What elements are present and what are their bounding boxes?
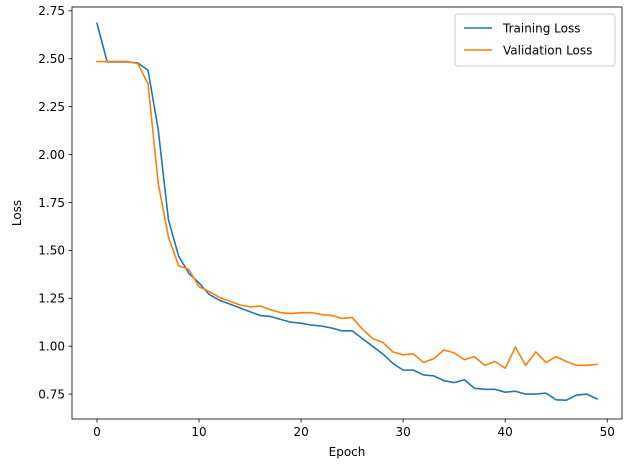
y-tick-label: 1.25 bbox=[38, 292, 65, 306]
x-axis-label: Epoch bbox=[329, 445, 366, 459]
y-axis-label: Loss bbox=[10, 200, 24, 226]
y-tick-label: 0.75 bbox=[38, 387, 65, 401]
y-tick-label: 2.00 bbox=[38, 148, 65, 162]
legend-entry-label: Training Loss bbox=[502, 21, 580, 35]
series-line-validation-loss bbox=[96, 60, 598, 370]
y-tick-label: 1.50 bbox=[38, 244, 65, 258]
x-axis-ticks: 0 10 20 30 40 50 bbox=[93, 419, 615, 439]
y-tick-label: 1.00 bbox=[38, 339, 65, 353]
y-tick-label: 2.75 bbox=[38, 4, 65, 18]
y-axis-ticks: 0.75 1.00 1.25 1.50 1.75 2.00 2.25 2.50 2.75 bbox=[38, 4, 72, 401]
y-tick-label: 2.25 bbox=[38, 100, 65, 114]
x-tick-label: 50 bbox=[600, 425, 615, 439]
x-tick-label: 10 bbox=[191, 425, 206, 439]
x-tick-label: 20 bbox=[293, 425, 308, 439]
legend: Training Loss Validation Loss bbox=[454, 13, 616, 67]
x-tick-label: 30 bbox=[395, 425, 410, 439]
axes-frame bbox=[71, 6, 623, 420]
x-tick-label: 40 bbox=[498, 425, 513, 439]
y-tick-label: 1.75 bbox=[38, 196, 65, 210]
series-line-training-loss bbox=[96, 22, 599, 402]
x-tick-label: 0 bbox=[93, 425, 101, 439]
y-tick-label: 2.50 bbox=[38, 52, 65, 66]
legend-box bbox=[454, 13, 616, 67]
legend-entry-label: Validation Loss bbox=[503, 43, 592, 57]
series-lines bbox=[96, 22, 599, 402]
